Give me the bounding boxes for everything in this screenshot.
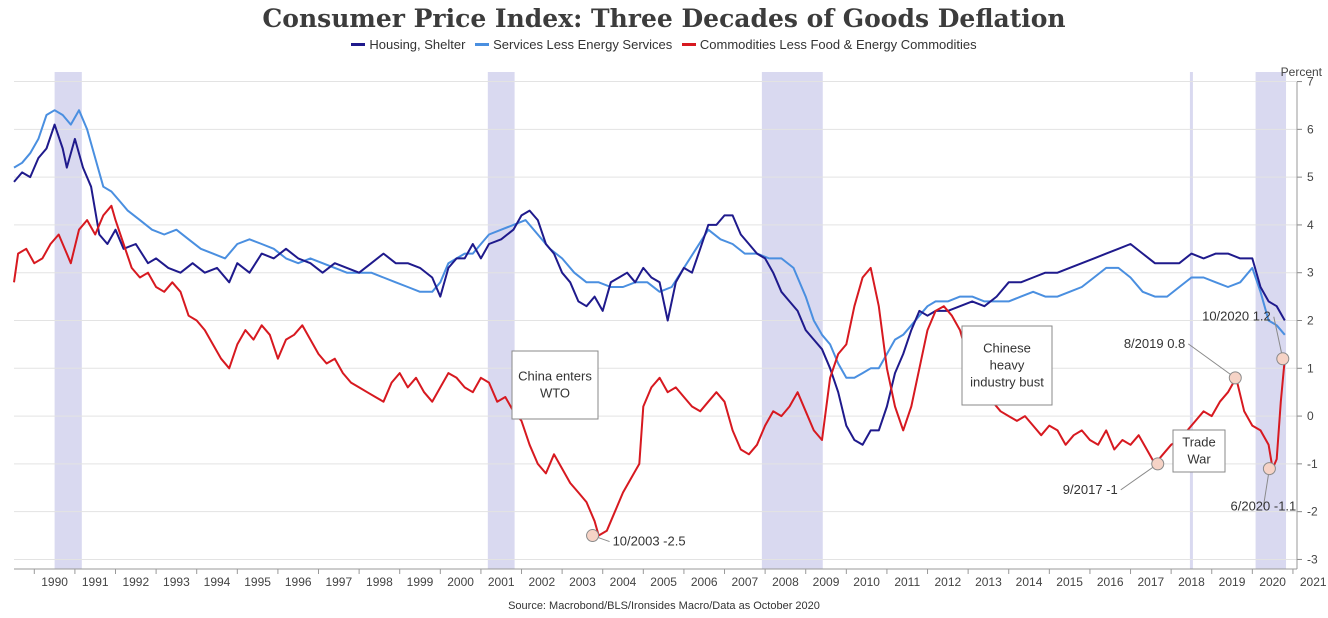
ytick-label: 2 <box>1307 314 1314 328</box>
ytick-label: 5 <box>1307 170 1314 184</box>
legend-item-services: Services Less Energy Services <box>475 37 672 52</box>
xtick-label: 2020 <box>1259 575 1286 589</box>
annotation-label-1: 9/2017 -1 <box>1063 482 1118 497</box>
xtick-label: 2021 <box>1300 575 1327 589</box>
xtick-label: 2004 <box>610 575 637 589</box>
legend-label-services: Services Less Energy Services <box>493 37 673 52</box>
ytick-label: 6 <box>1307 122 1314 136</box>
ytick-label: -1 <box>1307 457 1318 471</box>
xtick-label: 1995 <box>244 575 271 589</box>
ytick-label: 1 <box>1307 361 1314 375</box>
legend-item-housing: Housing, Shelter <box>351 37 465 52</box>
annotation-marker-4 <box>1276 352 1290 366</box>
text-box-line: heavy <box>990 358 1025 373</box>
xtick-label: 1992 <box>122 575 149 589</box>
annotation-label-4: 10/2020 1.2 <box>1202 309 1271 324</box>
xtick-label: 2014 <box>1016 575 1043 589</box>
legend: Housing, Shelter Services Less Energy Se… <box>0 37 1328 52</box>
xtick-label: 1993 <box>163 575 190 589</box>
ytick-label: -2 <box>1307 505 1318 519</box>
xtick-label: 2011 <box>894 575 920 589</box>
xtick-label: 2010 <box>853 575 880 589</box>
xtick-label: 2015 <box>1056 575 1083 589</box>
xtick-label: 2005 <box>650 575 677 589</box>
text-box-2 <box>1172 429 1226 473</box>
xtick-label: 2009 <box>813 575 840 589</box>
annotation-leader-1 <box>1120 463 1159 491</box>
series-line-0 <box>13 123 1286 446</box>
text-boxes: China enters WTO Chinese heavy industry bust… <box>511 325 1226 473</box>
annotation-marker-3 <box>1262 462 1276 476</box>
xtick-label: 1994 <box>204 575 231 589</box>
xtick-label: 2003 <box>569 575 596 589</box>
xtick-label: 2016 <box>1097 575 1124 589</box>
xtick-label: 2012 <box>934 575 961 589</box>
ytick-label: 3 <box>1307 266 1314 280</box>
annotation-marker-2 <box>1228 371 1242 385</box>
annotation-leader-4 <box>1273 316 1284 359</box>
annotation-label-0: 10/2003 -2.5 <box>613 534 686 549</box>
annotation-marker-1 <box>1151 457 1165 471</box>
ytick-label: 0 <box>1307 409 1314 423</box>
ytick-label: -3 <box>1307 552 1318 566</box>
text-box-line: China enters <box>518 369 592 384</box>
legend-swatch-services <box>475 43 490 47</box>
text-box-line: War <box>1187 452 1211 467</box>
series-line-1 <box>13 109 1286 379</box>
xtick-label: 1991 <box>82 575 109 589</box>
text-box-1 <box>961 325 1053 406</box>
xtick-label: 2007 <box>731 575 758 589</box>
text-box-line: WTO <box>540 386 570 401</box>
annotations: 10/2003 -2.5 9/2017 -1 8/2019 0.8 6/2020 -1… <box>586 309 1297 549</box>
text-box-0 <box>511 350 599 420</box>
annotation-label-2: 8/2019 0.8 <box>1124 336 1185 351</box>
xtick-label: 1997 <box>325 575 352 589</box>
legend-item-commodities: Commodities Less Food & Energy Commoditi… <box>681 37 977 52</box>
annotation-leader-2 <box>1187 343 1236 379</box>
xtick-label: 2008 <box>772 575 799 589</box>
xtick-label: 2002 <box>528 575 555 589</box>
annotation-label-3: 6/2020 -1.1 <box>1231 499 1297 514</box>
xtick-label: 1998 <box>366 575 393 589</box>
legend-swatch-commodities <box>681 43 696 47</box>
xtick-label: 2006 <box>691 575 718 589</box>
xtick-label: 2001 <box>488 575 515 589</box>
y-axis-label: Percent <box>1281 65 1323 79</box>
xtick-label: 2017 <box>1137 575 1164 589</box>
legend-label-housing: Housing, Shelter <box>369 37 466 52</box>
annotation-marker-0 <box>586 529 600 543</box>
xtick-label: 1990 <box>41 575 68 589</box>
xtick-label: 1996 <box>285 575 312 589</box>
text-box-line: Chinese <box>983 341 1031 356</box>
series-line-2 <box>13 204 1286 537</box>
gridlines <box>14 81 1297 560</box>
xtick-label: 2013 <box>975 575 1002 589</box>
xtick-label: 1999 <box>407 575 434 589</box>
series-lines <box>13 109 1286 537</box>
chart-title: Consumer Price Index: Three Decades of G… <box>262 4 1066 33</box>
xtick-label: 2019 <box>1219 575 1246 589</box>
text-box-line: Trade <box>1182 435 1215 450</box>
xtick-label: 2018 <box>1178 575 1205 589</box>
text-box-line: industry bust <box>970 375 1044 390</box>
source-note: Source: Macrobond/BLS/Ironsides Macro/Da… <box>508 600 820 612</box>
legend-label-commodities: Commodities Less Food & Energy Commoditi… <box>699 37 977 52</box>
legend-swatch-housing <box>351 43 366 47</box>
xtick-label: 2000 <box>447 575 474 589</box>
ytick-label: 4 <box>1307 218 1314 232</box>
ytick-label: 7 <box>1307 75 1314 89</box>
